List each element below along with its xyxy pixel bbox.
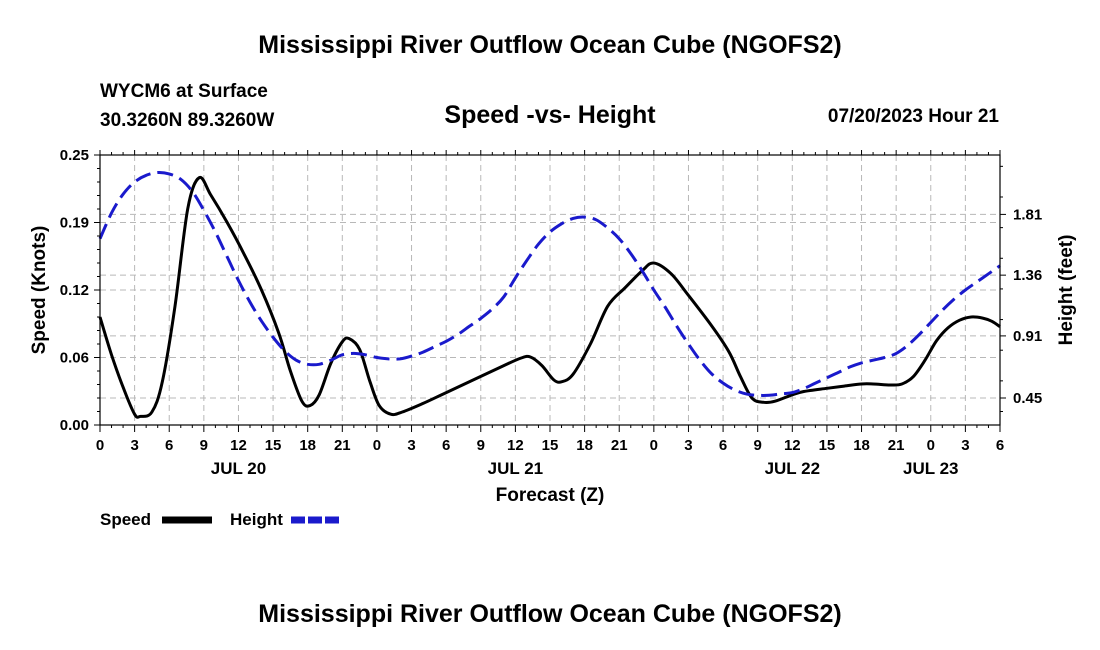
x-axis-title: Forecast (Z) xyxy=(496,485,605,506)
x-tick-label: 3 xyxy=(407,437,415,454)
x-tick-label: 0 xyxy=(650,437,658,454)
station-coords: 30.3260N 89.3260W xyxy=(100,110,275,131)
x-tick-label: 18 xyxy=(299,437,316,454)
station-info: WYCM6 at Surface 30.3260N 89.3260W xyxy=(100,77,274,135)
station-name: WYCM6 at Surface xyxy=(100,81,268,102)
x-tick-label: 15 xyxy=(265,437,282,454)
x-tick-label: 9 xyxy=(200,437,208,454)
axis-ticks xyxy=(94,150,1006,432)
x-tick-label: 6 xyxy=(442,437,450,454)
y-tick-label: 0.19 xyxy=(60,215,89,232)
x-tick-label: 0 xyxy=(927,437,935,454)
x-tick-label: 21 xyxy=(334,437,351,454)
x-tick-label: 12 xyxy=(784,437,801,454)
y-tick-label: 0.12 xyxy=(60,282,89,299)
date-label: JUL 21 xyxy=(488,459,543,478)
legend-label-speed: Speed xyxy=(100,510,151,529)
legend: Speed Height xyxy=(100,510,342,529)
y-right-axis-title: Height (feet) xyxy=(1056,235,1077,346)
date-label: JUL 23 xyxy=(903,459,958,478)
y-tick-label: 0.06 xyxy=(60,350,89,367)
forecast-timestamp: 07/20/2023 Hour 21 xyxy=(827,106,999,127)
y-right-tick-label: 1.81 xyxy=(1013,206,1042,223)
chart-subtitle: Speed -vs- Height xyxy=(444,101,656,129)
x-tick-label: 9 xyxy=(754,437,762,454)
grid xyxy=(100,155,1000,425)
axis-labels: 0 3 6 9 12 15 18 21 0 3 6 9 12 15 18 21 0 3 6 9 12 15 18 21 0 3 6 0… xyxy=(29,147,1077,506)
x-tick-label: 15 xyxy=(819,437,836,454)
x-tick-label: 6 xyxy=(719,437,727,454)
date-label: JUL 22 xyxy=(765,459,820,478)
series-group xyxy=(98,170,1001,419)
x-tick-label: 3 xyxy=(684,437,692,454)
y-tick-label: 0.00 xyxy=(60,417,89,434)
y-tick-label: 0.25 xyxy=(60,147,89,164)
footer-title: Mississippi River Outflow Ocean Cube (NG… xyxy=(258,600,842,628)
x-tick-label: 0 xyxy=(373,437,381,454)
x-tick-label: 6 xyxy=(996,437,1004,454)
y-right-tick-label: 1.36 xyxy=(1013,267,1042,284)
legend-label-height: Height xyxy=(230,510,283,529)
x-tick-label: 12 xyxy=(230,437,247,454)
x-tick-label: 3 xyxy=(961,437,969,454)
x-tick-label: 15 xyxy=(542,437,559,454)
x-tick-label: 0 xyxy=(96,437,104,454)
series-height-line xyxy=(98,170,1001,397)
x-tick-label: 12 xyxy=(507,437,524,454)
y-right-tick-label: 0.91 xyxy=(1013,328,1042,345)
y-axis-title: Speed (Knots) xyxy=(29,226,50,355)
y-right-tick-label: 0.45 xyxy=(1013,390,1042,407)
series-speed-line xyxy=(98,175,1001,419)
x-tick-label: 18 xyxy=(853,437,870,454)
x-tick-label: 6 xyxy=(165,437,173,454)
chart-title: Mississippi River Outflow Ocean Cube (NG… xyxy=(258,31,842,59)
x-tick-label: 9 xyxy=(477,437,485,454)
x-tick-label: 21 xyxy=(611,437,628,454)
x-tick-label: 3 xyxy=(130,437,138,454)
date-label: JUL 20 xyxy=(211,459,266,478)
x-tick-label: 21 xyxy=(888,437,905,454)
x-tick-label: 18 xyxy=(576,437,593,454)
